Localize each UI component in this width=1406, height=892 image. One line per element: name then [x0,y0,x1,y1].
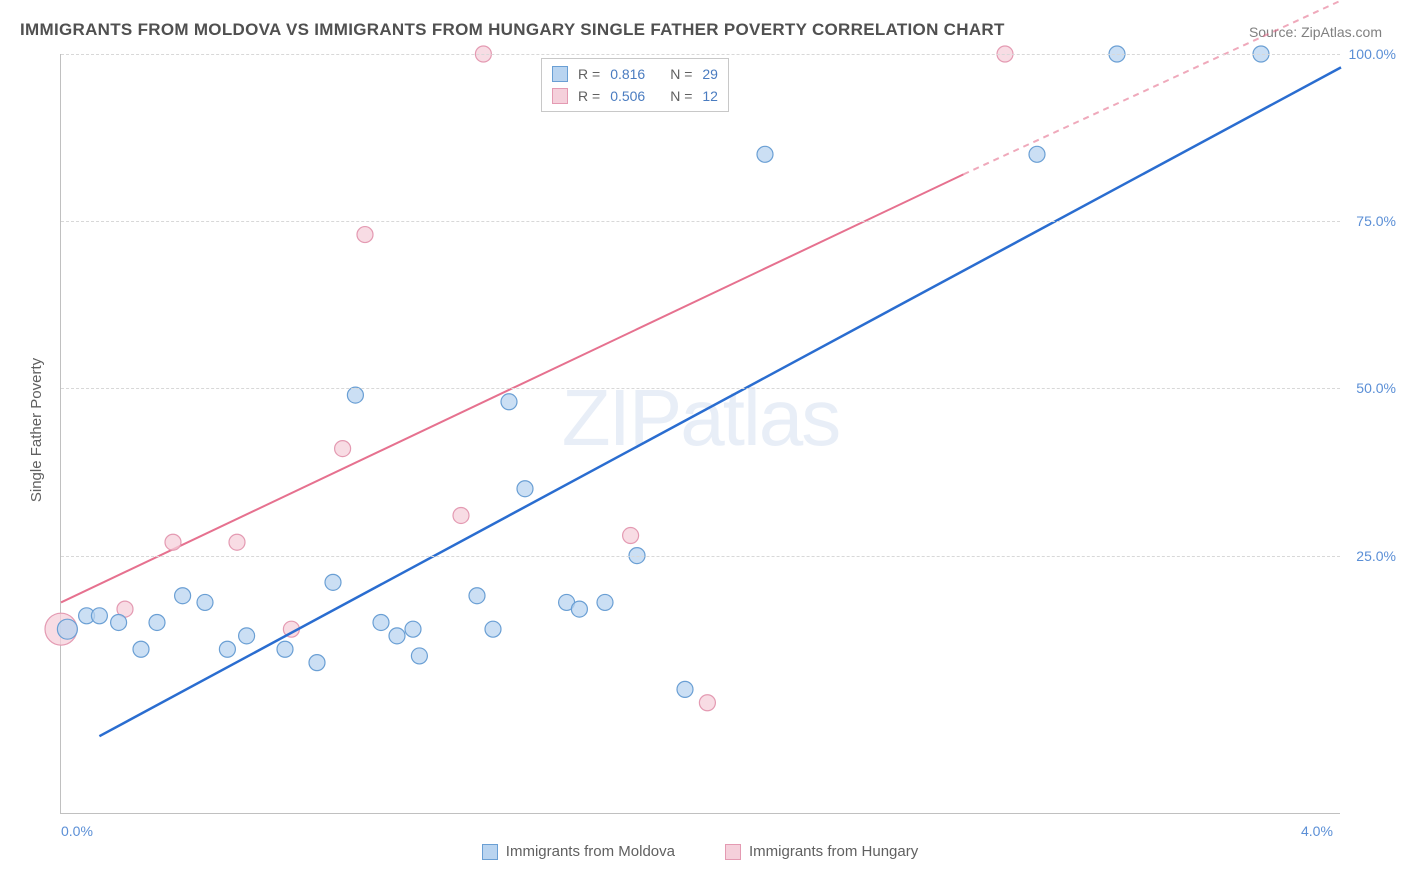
stat-r-label: R = [578,63,600,85]
series-swatch [552,66,568,82]
legend-item: Immigrants from Moldova [482,843,675,860]
y-tick-label: 25.0% [1356,548,1396,564]
stat-n-label: N = [670,85,692,107]
stats-legend-box: R = 0.816 N = 29 R = 0.506 N = 12 [541,58,729,112]
grid-line [61,556,1340,557]
grid-line [61,388,1340,389]
stat-r-value: 0.816 [610,63,660,85]
chart-svg [61,54,1340,813]
legend-item: Immigrants from Hungary [725,843,918,860]
chart-plot-area: ZIPatlas R =0.816N =29R =0.506N =12 25.0… [60,54,1340,814]
source-attribution: Source: ZipAtlas.com [1249,24,1382,40]
stat-n-label: N = [670,63,692,85]
y-tick-label: 100.0% [1349,46,1396,62]
grid-line [61,54,1340,55]
legend-label: Immigrants from Moldova [506,843,675,860]
x-tick-label: 0.0% [61,823,93,839]
stat-n-value: 29 [702,63,718,85]
chart-title: IMMIGRANTS FROM MOLDOVA VS IMMIGRANTS FR… [20,20,1005,40]
legend-label: Immigrants from Hungary [749,843,918,860]
stats-row: R = 0.506 N = 12 [552,85,718,107]
x-tick-label: 4.0% [1301,823,1333,839]
stats-row: R = 0.816 N = 29 [552,63,718,85]
stat-r-label: R = [578,85,600,107]
stat-n-value: 12 [702,85,718,107]
y-tick-label: 50.0% [1356,380,1396,396]
series-swatch [552,88,568,104]
series-legend: Immigrants from Moldova Immigrants from H… [60,843,1340,860]
series-swatch [482,844,498,860]
y-tick-label: 75.0% [1356,213,1396,229]
grid-line [61,221,1340,222]
series-swatch [725,844,741,860]
stat-r-value: 0.506 [610,85,660,107]
y-axis-label: Single Father Poverty [28,358,45,502]
